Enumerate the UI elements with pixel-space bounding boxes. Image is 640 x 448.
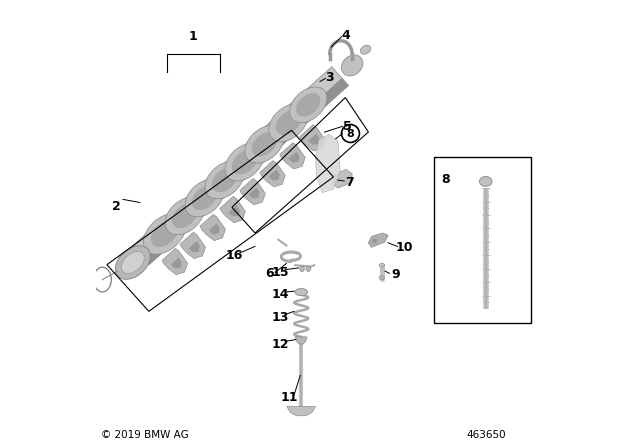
- Ellipse shape: [379, 276, 385, 280]
- Ellipse shape: [300, 266, 305, 271]
- Ellipse shape: [360, 45, 371, 54]
- Polygon shape: [300, 125, 325, 151]
- Polygon shape: [280, 142, 305, 169]
- Ellipse shape: [295, 289, 307, 296]
- Text: 6: 6: [266, 267, 274, 280]
- Polygon shape: [220, 196, 245, 223]
- Polygon shape: [209, 224, 220, 234]
- Ellipse shape: [296, 93, 321, 116]
- Ellipse shape: [97, 271, 108, 288]
- Text: 13: 13: [272, 310, 289, 324]
- Text: 1: 1: [188, 30, 197, 43]
- Text: 5: 5: [342, 120, 351, 133]
- Polygon shape: [189, 241, 200, 252]
- Ellipse shape: [192, 186, 218, 210]
- Text: 4: 4: [342, 29, 350, 43]
- Ellipse shape: [93, 267, 111, 292]
- Ellipse shape: [372, 239, 378, 243]
- Ellipse shape: [205, 161, 244, 199]
- Text: 8: 8: [347, 129, 355, 138]
- Ellipse shape: [269, 104, 308, 142]
- Ellipse shape: [379, 263, 385, 267]
- Polygon shape: [369, 233, 388, 247]
- Ellipse shape: [479, 177, 492, 186]
- Ellipse shape: [185, 179, 224, 217]
- Ellipse shape: [172, 204, 197, 228]
- Ellipse shape: [165, 197, 204, 235]
- Polygon shape: [200, 214, 225, 241]
- Ellipse shape: [306, 266, 310, 271]
- Polygon shape: [248, 188, 260, 198]
- Polygon shape: [240, 178, 266, 205]
- Ellipse shape: [252, 132, 277, 156]
- Text: 463650: 463650: [466, 430, 506, 440]
- Polygon shape: [296, 337, 307, 344]
- Ellipse shape: [245, 125, 284, 163]
- Ellipse shape: [232, 150, 257, 174]
- Text: 16: 16: [225, 249, 243, 262]
- Ellipse shape: [225, 143, 264, 181]
- Ellipse shape: [341, 55, 363, 76]
- Ellipse shape: [290, 87, 327, 123]
- Text: 10: 10: [396, 241, 413, 254]
- Text: 2: 2: [112, 199, 120, 213]
- Text: 7: 7: [345, 176, 353, 189]
- Polygon shape: [289, 152, 300, 163]
- Ellipse shape: [276, 111, 301, 135]
- Text: 15: 15: [272, 266, 289, 279]
- Text: 9: 9: [391, 267, 399, 281]
- Polygon shape: [132, 67, 349, 265]
- Bar: [435, 157, 531, 323]
- Polygon shape: [162, 248, 188, 275]
- Ellipse shape: [212, 168, 237, 192]
- Polygon shape: [308, 134, 319, 145]
- Text: 3: 3: [326, 70, 334, 84]
- Ellipse shape: [122, 251, 145, 274]
- Text: © 2019 BMW AG: © 2019 BMW AG: [101, 430, 189, 440]
- Text: 11: 11: [281, 391, 298, 405]
- Text: 8: 8: [441, 172, 450, 186]
- Polygon shape: [260, 160, 285, 187]
- Polygon shape: [143, 78, 349, 265]
- Ellipse shape: [151, 220, 179, 247]
- Polygon shape: [268, 170, 280, 181]
- Polygon shape: [180, 232, 205, 258]
- Polygon shape: [171, 258, 182, 268]
- Ellipse shape: [115, 246, 150, 279]
- Polygon shape: [333, 169, 352, 188]
- Ellipse shape: [143, 214, 186, 254]
- Text: 14: 14: [272, 288, 289, 302]
- Text: 12: 12: [272, 337, 289, 351]
- Polygon shape: [316, 134, 340, 193]
- Polygon shape: [287, 406, 316, 416]
- Polygon shape: [228, 206, 240, 216]
